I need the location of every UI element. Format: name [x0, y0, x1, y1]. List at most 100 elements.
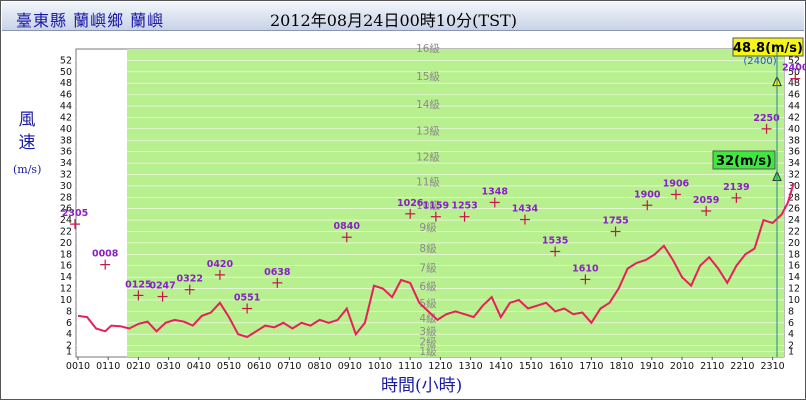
gust-time-label: 0840	[334, 221, 361, 232]
x-tick-label: 2010	[670, 361, 694, 372]
x-tick-label: 1610	[549, 361, 573, 372]
gust-time-label: 1535	[542, 235, 568, 246]
gust-time-label: 0638	[264, 267, 291, 278]
x-tick-label: 1010	[368, 361, 392, 372]
x-tick-label: 0010	[66, 361, 90, 372]
x-tick-label: 0410	[187, 361, 211, 372]
y-tick-label-left: 24	[60, 215, 72, 226]
gust-time-label: 1755	[602, 216, 628, 227]
x-tick-label: 2310	[761, 361, 785, 372]
station-name: 臺東縣 蘭嶼鄉 蘭嶼	[16, 11, 165, 30]
x-tick-label: 0810	[308, 361, 332, 372]
gust-time-label: 2250	[753, 113, 780, 124]
wind-level-label: 8級	[419, 242, 437, 255]
y-tick-label-right: 38	[788, 135, 800, 146]
y-tick-label-right: 36	[788, 147, 800, 158]
y-tick-label-left: 20	[60, 238, 72, 249]
gust-time-label: 1159	[423, 201, 449, 212]
wind-level-label: 15級	[416, 70, 440, 83]
avg-value-box	[712, 150, 776, 170]
gust-time-label: 0322	[177, 274, 203, 285]
wind-level-label: 14級	[416, 98, 440, 111]
y-tick-label-left: 44	[60, 101, 72, 112]
y-tick-label-left: 2	[66, 341, 72, 352]
y-tick-label-left: 10	[60, 295, 72, 306]
wind-level-label: 13級	[416, 125, 440, 138]
gust-time-label: 1900	[634, 189, 661, 200]
gust-time-label: 2400	[782, 63, 806, 74]
y-tick-label-left: 34	[60, 158, 72, 169]
y-tick-label-left: 26	[60, 204, 72, 215]
x-tick-label: 1210	[428, 361, 452, 372]
y-tick-label-left: 6	[66, 318, 72, 329]
wind-level-label: 12級	[416, 150, 440, 163]
x-tick-label: 1510	[519, 361, 543, 372]
y-tick-label-right: 26	[788, 204, 800, 215]
gust-time-label: 0247	[149, 281, 175, 292]
observation-datetime: 2012年08月24日00時10分(TST)	[270, 11, 517, 30]
x-tick-label: 1110	[398, 361, 422, 372]
y-tick-label-left: 30	[60, 181, 72, 192]
y-tick-label-left: 8	[66, 306, 72, 317]
gust-time-label: 1906	[663, 178, 690, 189]
wind-level-label: 3級	[419, 325, 437, 338]
y-tick-label-right: 34	[788, 158, 800, 169]
x-tick-label: 0610	[247, 361, 271, 372]
gust-value-box	[732, 37, 804, 57]
y-tick-label-right: 18	[788, 249, 800, 260]
x-tick-label: 1910	[640, 361, 664, 372]
gust-time-label: 1026	[397, 198, 424, 209]
y-tick-label-left: 40	[60, 124, 72, 135]
y-tick-label-right: 48	[788, 78, 800, 89]
y-tick-label-right: 50	[788, 67, 800, 78]
x-tick-label: 2110	[700, 361, 724, 372]
y-tick-label-right: 42	[788, 112, 800, 123]
y-tick-label-right: 52	[788, 55, 800, 66]
y-tick-label-left: 4	[66, 329, 72, 340]
y-tick-label-right: 14	[788, 272, 800, 283]
y-tick-label-right: 24	[788, 215, 800, 226]
x-tick-label: 1410	[489, 361, 513, 372]
gust-time-label: 0420	[207, 259, 234, 270]
wind-level-label: 10級	[416, 199, 440, 212]
gust-time-label: 1253	[451, 201, 477, 212]
y-tick-label-left: 42	[60, 112, 72, 123]
x-tick-label: 0910	[338, 361, 362, 372]
y-tick-label-right: 1	[788, 346, 794, 357]
y-tick-label-right: 22	[788, 227, 800, 238]
x-tick-label: 0110	[96, 361, 120, 372]
avg-value-label: 32(m/s)	[716, 154, 772, 169]
y-axis-title: 風速	[18, 110, 36, 153]
gust-time-label: 2305	[62, 208, 88, 219]
y-tick-label-right: 46	[788, 90, 800, 101]
y-tick-label-right: 12	[788, 284, 800, 295]
y-tick-label-right: 16	[788, 261, 800, 272]
y-tick-label-right: 4	[788, 329, 794, 340]
y-tick-label-right: 32	[788, 169, 800, 180]
x-tick-label: 0310	[157, 361, 181, 372]
y-tick-label-right: 2	[788, 341, 794, 352]
gust-time-label: 1610	[572, 263, 599, 274]
x-tick-label: 2210	[730, 361, 754, 372]
y-tick-label-left: 38	[60, 135, 72, 146]
y-tick-label-left: 48	[60, 78, 72, 89]
y-tick-label-left: 36	[60, 147, 72, 158]
y-tick-label-right: 10	[788, 295, 800, 306]
y-tick-label-right: 20	[788, 238, 800, 249]
gust-time-label: 2139	[723, 182, 749, 193]
gust-time-label: 2059	[693, 195, 719, 206]
x-tick-label: 0710	[277, 361, 301, 372]
observed-period-band	[127, 49, 784, 357]
wind-level-label: 1級	[419, 345, 437, 358]
y-tick-label-left: 22	[60, 227, 72, 238]
gust-value-label: 48.8(m/s)	[733, 41, 803, 56]
wind-level-label: 16級	[416, 42, 440, 55]
y-tick-label-right: 6	[788, 318, 794, 329]
y-axis-unit: (m/s)	[13, 163, 42, 176]
gust-time-label: 1348	[482, 186, 509, 197]
y-tick-label-right: 8	[788, 306, 794, 317]
x-tick-label: 1710	[579, 361, 603, 372]
wind-level-label: 6級	[419, 280, 437, 293]
y-tick-label-left: 32	[60, 169, 72, 180]
